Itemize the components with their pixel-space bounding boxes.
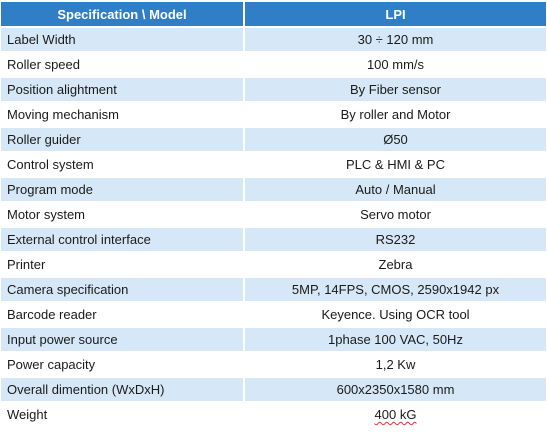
row-label: Motor system	[1, 201, 245, 227]
table-row: Weight 400 kG	[1, 401, 546, 426]
table-row: Power capacity 1,2 Kw	[1, 351, 546, 377]
row-value: By roller and Motor	[244, 101, 546, 127]
row-label: Power capacity	[1, 351, 245, 377]
row-value: Keyence. Using OCR tool	[244, 301, 546, 327]
table-row: Input power source 1phase 100 VAC, 50Hz	[1, 326, 546, 352]
row-value: By Fiber sensor	[244, 76, 546, 102]
row-label: Moving mechanism	[1, 101, 245, 127]
table-row: Camera specification 5MP, 14FPS, CMOS, 2…	[1, 276, 546, 302]
table-row: Position alightment By Fiber sensor	[1, 76, 546, 102]
table-row: Control system PLC & HMI & PC	[1, 151, 546, 177]
row-value: RS232	[244, 226, 546, 252]
row-value: Zebra	[244, 251, 546, 277]
row-label: Weight	[1, 401, 245, 426]
row-label: Overall dimention (WxDxH)	[1, 376, 245, 402]
row-value: Ø50	[244, 126, 546, 152]
row-label: Input power source	[1, 326, 245, 352]
row-value: 5MP, 14FPS, CMOS, 2590x1942 px	[244, 276, 546, 302]
row-value: 100 mm/s	[244, 51, 546, 77]
weight-value-text: 400 kG	[374, 407, 417, 422]
row-value: 600x2350x1580 mm	[244, 376, 546, 402]
table-row: Program mode Auto / Manual	[1, 176, 546, 202]
row-label: Roller guider	[1, 126, 245, 152]
header-specification-model: Specification \ Model	[1, 2, 245, 27]
table-row: Roller guider Ø50	[1, 126, 546, 152]
row-label: Control system	[1, 151, 245, 177]
row-value: 400 kG	[244, 401, 546, 426]
row-label: Position alightment	[1, 76, 245, 102]
table-row: Printer Zebra	[1, 251, 546, 277]
row-label: Program mode	[1, 176, 245, 202]
row-value: 30 ÷ 120 mm	[244, 26, 546, 52]
row-label: Barcode reader	[1, 301, 245, 327]
row-label: Label Width	[1, 26, 245, 52]
table-row: Motor system Servo motor	[1, 201, 546, 227]
row-value: Servo motor	[244, 201, 546, 227]
table-row: External control interface RS232	[1, 226, 546, 252]
table-header-row: Specification \ Model LPI	[1, 2, 546, 27]
table-row: Overall dimention (WxDxH) 600x2350x1580 …	[1, 376, 546, 402]
table-row: Label Width 30 ÷ 120 mm	[1, 26, 546, 52]
row-label: Roller speed	[1, 51, 245, 77]
table-body: Label Width 30 ÷ 120 mm Roller speed 100…	[1, 26, 546, 426]
header-model-lpi: LPI	[244, 2, 546, 27]
table-row: Moving mechanism By roller and Motor	[1, 101, 546, 127]
row-label: Camera specification	[1, 276, 245, 302]
row-label: External control interface	[1, 226, 245, 252]
row-label: Printer	[1, 251, 245, 277]
row-value: 1phase 100 VAC, 50Hz	[244, 326, 546, 352]
row-value: PLC & HMI & PC	[244, 151, 546, 177]
row-value: Auto / Manual	[244, 176, 546, 202]
table-row: Roller speed 100 mm/s	[1, 51, 546, 77]
table-row: Barcode reader Keyence. Using OCR tool	[1, 301, 546, 327]
spec-table: Specification \ Model LPI Label Width 30…	[1, 2, 546, 426]
row-value: 1,2 Kw	[244, 351, 546, 377]
